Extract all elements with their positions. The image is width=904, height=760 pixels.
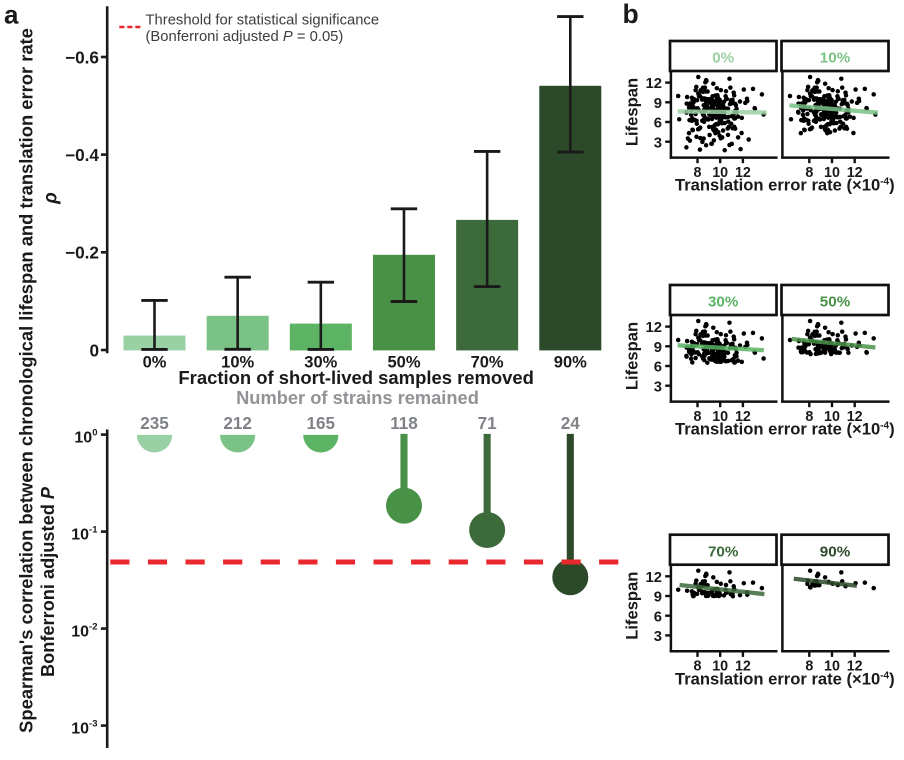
svg-text:50%: 50%: [820, 294, 851, 311]
svg-text:0: 0: [89, 340, 99, 360]
svg-text:8: 8: [805, 409, 813, 425]
svg-text:10: 10: [712, 165, 728, 181]
svg-text:12: 12: [646, 570, 662, 586]
svg-text:50%: 50%: [387, 353, 420, 371]
svg-text:10%: 10%: [820, 50, 851, 67]
svg-text:Lifespan: Lifespan: [623, 572, 642, 640]
svg-text:10: 10: [712, 659, 728, 675]
svg-text:3: 3: [654, 379, 662, 395]
svg-text:71: 71: [478, 414, 498, 433]
svg-text:Translation error rate (×10-4): Translation error rate (×10-4): [675, 420, 895, 439]
svg-text:30%: 30%: [708, 294, 739, 311]
svg-text:8: 8: [694, 409, 702, 425]
svg-text:0%: 0%: [712, 50, 734, 67]
svg-text:Translation error rate (×10-4): Translation error rate (×10-4): [675, 176, 895, 195]
svg-text:100: 100: [74, 427, 97, 446]
svg-text:8: 8: [805, 165, 813, 181]
svg-text:12: 12: [646, 320, 662, 336]
svg-text:Threshold for statistical sign: Threshold for statistical significance: [146, 13, 380, 29]
svg-text:6: 6: [654, 116, 662, 132]
svg-text:3: 3: [654, 629, 662, 645]
svg-text:12: 12: [735, 409, 751, 425]
svg-text:12: 12: [847, 165, 863, 181]
svg-text:10%: 10%: [221, 353, 254, 371]
svg-text:24: 24: [561, 414, 581, 433]
svg-text:−0.4: −0.4: [65, 145, 99, 165]
svg-text:90%: 90%: [820, 543, 851, 560]
svg-text:9: 9: [654, 590, 662, 606]
svg-text:118: 118: [390, 414, 418, 433]
svg-text:8: 8: [694, 659, 702, 675]
svg-text:10: 10: [824, 409, 840, 425]
svg-text:−0.2: −0.2: [65, 243, 99, 263]
svg-text:b: b: [623, 0, 639, 29]
svg-text:Spearman's correlation between: Spearman's correlation between chronolog…: [16, 28, 37, 733]
svg-text:165: 165: [307, 414, 336, 433]
svg-text:12: 12: [847, 409, 863, 425]
svg-text:12: 12: [646, 76, 662, 92]
svg-text:a: a: [4, 0, 19, 30]
svg-text:9: 9: [654, 96, 662, 112]
svg-text:ρ: ρ: [41, 192, 62, 205]
svg-text:235: 235: [140, 414, 169, 433]
svg-text:8: 8: [694, 165, 702, 181]
svg-text:90%: 90%: [554, 353, 587, 371]
svg-text:12: 12: [735, 165, 751, 181]
svg-text:10: 10: [712, 409, 728, 425]
svg-text:Number of strains remained: Number of strains remained: [236, 387, 479, 408]
svg-text:70%: 70%: [708, 543, 739, 560]
svg-text:6: 6: [654, 360, 662, 376]
svg-text:Translation error rate (×10-4): Translation error rate (×10-4): [675, 669, 895, 688]
svg-text:(Bonferroni adjusted P = 0.05): (Bonferroni adjusted P = 0.05): [146, 29, 344, 45]
svg-text:70%: 70%: [471, 353, 504, 371]
svg-text:0%: 0%: [143, 353, 167, 371]
svg-text:12: 12: [847, 659, 863, 675]
svg-text:10: 10: [824, 165, 840, 181]
svg-text:Lifespan: Lifespan: [623, 78, 642, 146]
svg-text:6: 6: [654, 609, 662, 625]
svg-text:8: 8: [805, 659, 813, 675]
svg-text:12: 12: [735, 659, 751, 675]
svg-text:−0.6: −0.6: [65, 47, 99, 67]
svg-text:Bonferroni adjusted P: Bonferroni adjusted P: [38, 486, 58, 677]
svg-text:9: 9: [654, 340, 662, 356]
svg-text:212: 212: [223, 414, 252, 433]
svg-text:30%: 30%: [304, 353, 337, 371]
svg-text:10: 10: [824, 659, 840, 675]
svg-text:3: 3: [654, 135, 662, 151]
svg-text:Lifespan: Lifespan: [623, 322, 642, 390]
svg-text:Fraction of short-lived sample: Fraction of short-lived samples removed: [178, 367, 534, 388]
